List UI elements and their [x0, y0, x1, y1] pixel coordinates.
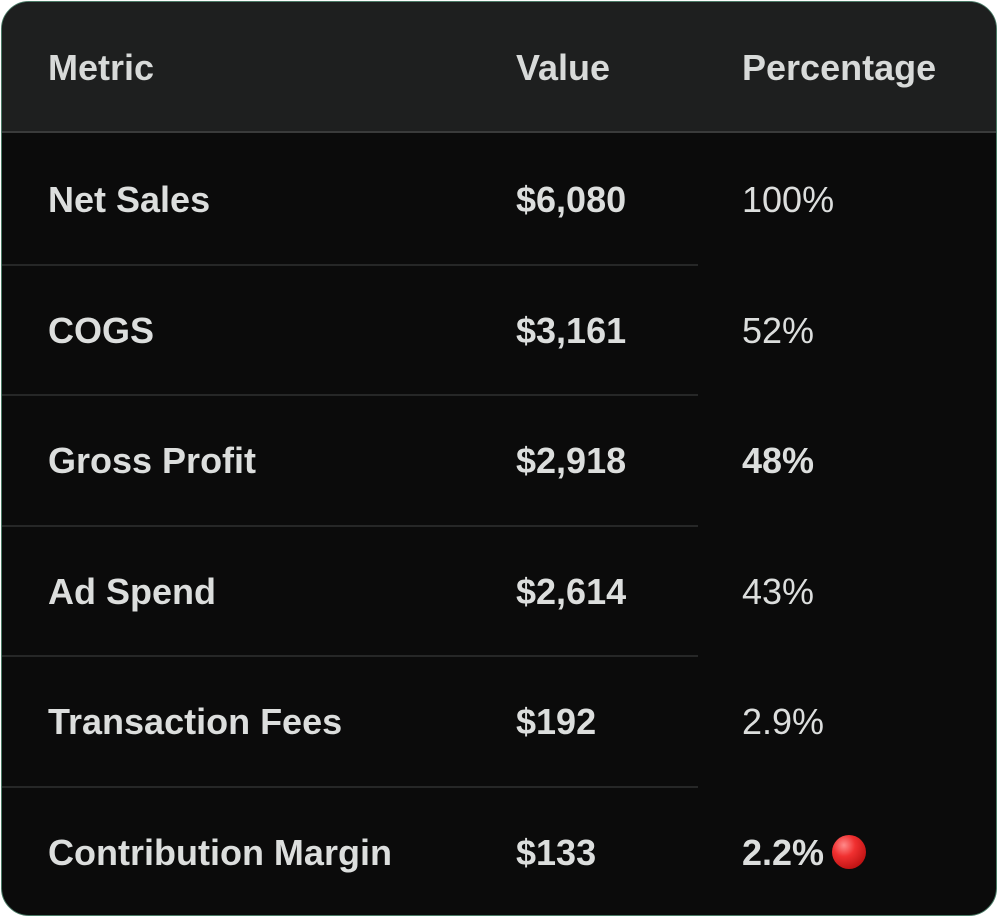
row-metric: Gross Profit: [48, 440, 257, 481]
table-header: Metric Value Percentage: [2, 2, 996, 133]
row-percentage: 43%: [742, 570, 815, 612]
header-percentage[interactable]: Percentage: [742, 47, 937, 88]
table-row: Net Sales $6,080 100%: [2, 134, 996, 266]
row-percentage-cell: 48%: [742, 443, 814, 479]
row-value: $3,161: [516, 309, 627, 351]
row-divider: [2, 263, 698, 266]
row-percentage: 100%: [742, 179, 835, 220]
row-percentage: 2.2%: [742, 831, 825, 873]
row-percentage: 48%: [742, 440, 815, 481]
row-metric: Net Sales: [48, 179, 211, 220]
table-row: Transaction Fees $192 2.9%: [2, 656, 996, 788]
table-row: Gross Profit $2,918 48%: [2, 395, 996, 527]
row-divider: [2, 655, 698, 657]
row-percentage-cell: 52%: [742, 309, 815, 351]
row-value: $2,918: [516, 440, 627, 481]
table-row: Contribution Margin $133 2.2%: [2, 787, 996, 916]
row-value: $2,614: [516, 570, 627, 612]
row-divider: [2, 394, 698, 396]
red-circle-icon: [832, 834, 867, 869]
row-value: $133: [516, 831, 597, 873]
row-divider: [2, 785, 698, 788]
row-percentage-cell: 43%: [742, 570, 815, 612]
row-value: $6,080: [516, 179, 627, 220]
table-row: COGS $3,161 52%: [2, 265, 996, 396]
header-metric[interactable]: Metric: [48, 47, 155, 88]
row-percentage: 52%: [742, 309, 815, 351]
row-metric: Ad Spend: [48, 570, 216, 612]
row-metric: COGS: [48, 309, 155, 351]
table-row: Ad Spend $2,614 43%: [2, 526, 996, 657]
row-percentage: 2.9%: [742, 701, 825, 742]
row-percentage-cell: 2.2%: [742, 831, 867, 873]
row-metric: Transaction Fees: [48, 701, 343, 742]
row-divider: [2, 524, 698, 527]
row-value: $192: [516, 701, 597, 742]
row-percentage-cell: 100%: [742, 182, 834, 218]
row-metric: Contribution Margin: [48, 831, 392, 873]
row-percentage-cell: 2.9%: [742, 704, 824, 740]
header-value[interactable]: Value: [516, 47, 611, 88]
